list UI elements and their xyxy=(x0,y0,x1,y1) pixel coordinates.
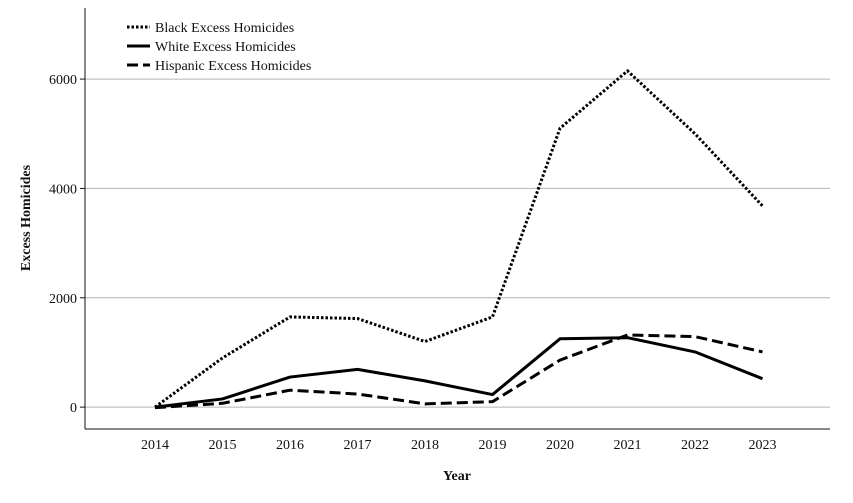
tick-labels: 0 2000 4000 6000 2014 2015 2016 2017 2018 2019 202… xyxy=(49,73,777,453)
series-line-black xyxy=(154,69,764,409)
y-tick-label: 0 xyxy=(70,401,77,416)
x-tick-label: 2016 xyxy=(276,438,304,453)
x-tick-label: 2018 xyxy=(411,438,439,453)
x-tick-label: 2022 xyxy=(681,438,709,453)
x-tick-label: 2023 xyxy=(749,438,777,453)
x-axis-title: Year xyxy=(443,469,471,484)
x-tick-label: 2020 xyxy=(546,438,574,453)
series-lines xyxy=(154,69,764,410)
legend-label: Black Excess Homicides xyxy=(155,21,294,36)
legend-label: Hispanic Excess Homicides xyxy=(155,59,311,74)
y-tick-label: 6000 xyxy=(49,73,77,88)
x-tick-label: 2015 xyxy=(209,438,237,453)
x-tick-label: 2017 xyxy=(344,438,372,453)
y-tick-label: 2000 xyxy=(49,292,77,307)
legend: Black Excess Homicides White Excess Homic… xyxy=(127,21,311,74)
axes xyxy=(80,8,830,430)
series-line-white xyxy=(154,336,764,409)
y-axis-title: Excess Homicides xyxy=(19,164,34,271)
series-line-hispanic xyxy=(154,333,763,410)
x-tick-label: 2021 xyxy=(614,438,642,453)
y-tick-label: 4000 xyxy=(49,182,77,197)
x-tick-label: 2014 xyxy=(141,438,169,453)
x-tick-label: 2019 xyxy=(479,438,507,453)
legend-label: White Excess Homicides xyxy=(155,40,296,55)
grid-lines xyxy=(85,78,830,408)
